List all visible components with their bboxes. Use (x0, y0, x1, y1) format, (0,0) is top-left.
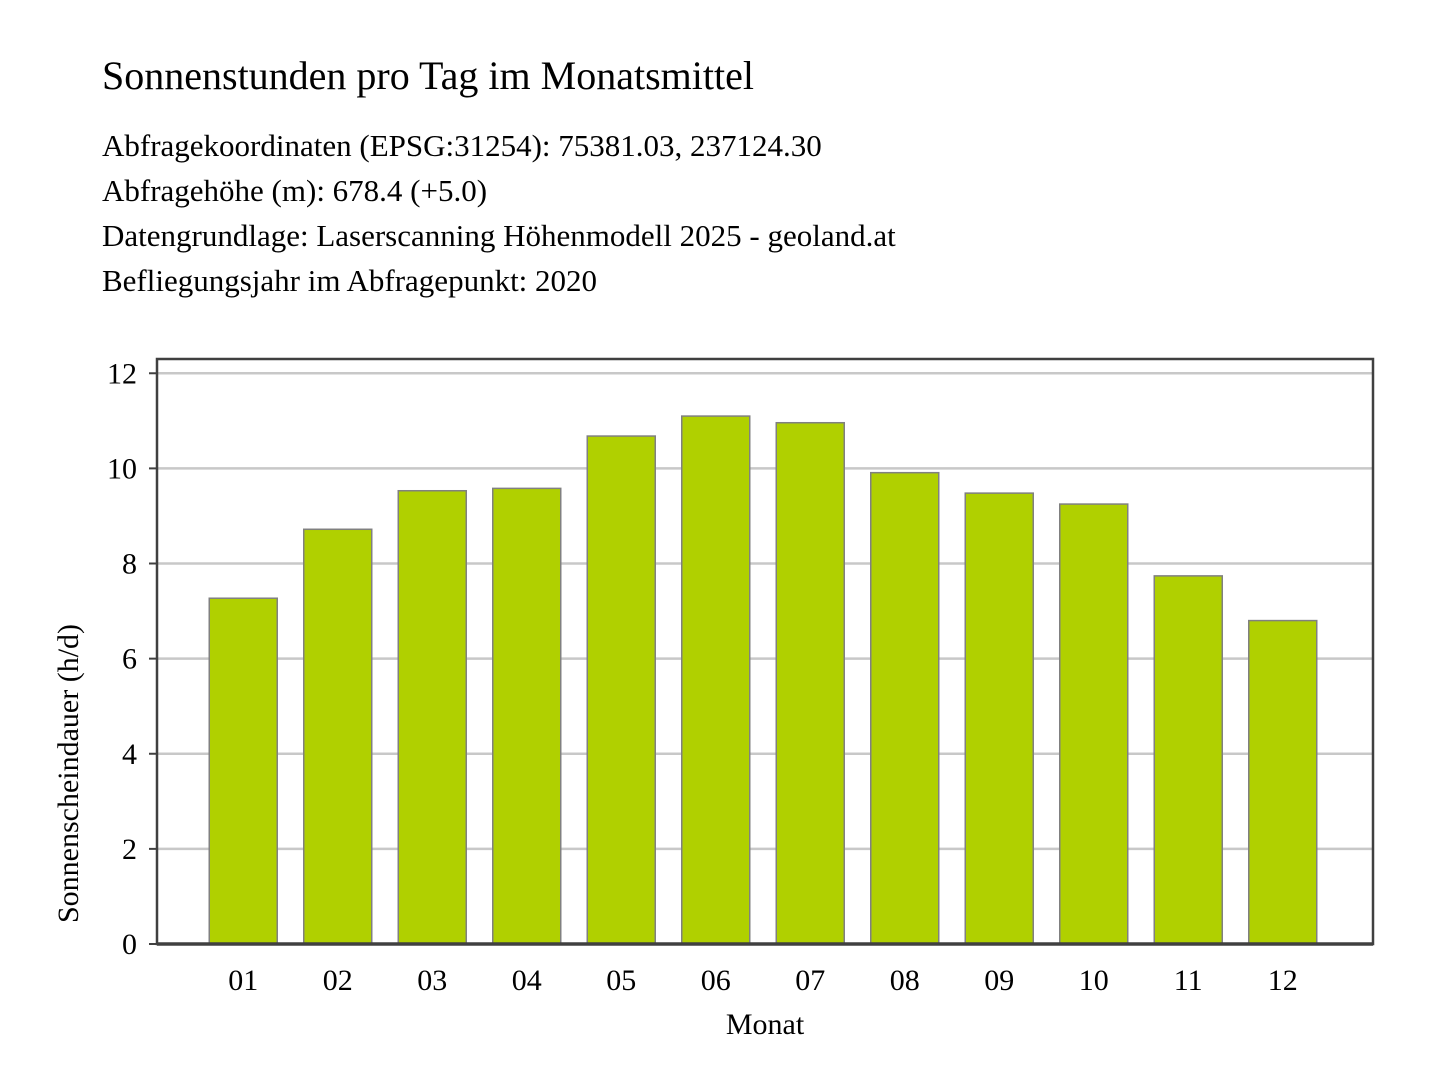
bar-04 (492, 487, 562, 945)
bar-09 (964, 492, 1034, 945)
x-tick-label: 04 (512, 964, 542, 997)
bar-02 (303, 528, 373, 945)
x-tick-label: 02 (323, 964, 353, 997)
y-tick-label: 10 (107, 452, 137, 485)
y-tick-label: 4 (122, 738, 137, 771)
bar-07 (775, 421, 845, 945)
bar-08 (870, 471, 940, 945)
info-query-coordinates: Abfragekoordinaten (EPSG:31254): 75381.0… (102, 128, 822, 163)
bar-12 (1248, 619, 1318, 945)
bars (208, 415, 1318, 945)
x-tick-label: 03 (417, 964, 447, 997)
chart-title: Sonnenstunden pro Tag im Monatsmittel (102, 53, 754, 98)
bar-05 (586, 435, 656, 945)
y-tick-label: 2 (122, 833, 137, 866)
bar-11 (1153, 575, 1223, 945)
x-tick-label: 05 (606, 964, 636, 997)
x-axis-ticks: 01 02 03 04 05 06 07 08 09 10 11 12 (228, 964, 1298, 997)
info-flight-year: Befliegungsjahr im Abfragepunkt: 2020 (102, 263, 598, 298)
bar-01 (208, 597, 278, 945)
y-axis-ticks: 0 2 4 6 8 10 12 (107, 357, 157, 961)
x-tick-label: 08 (890, 964, 920, 997)
y-tick-label: 8 (122, 548, 137, 581)
y-tick-label: 12 (107, 357, 137, 390)
bar-03 (397, 489, 467, 945)
plot-frame (155, 357, 1375, 946)
x-tick-label: 10 (1079, 964, 1109, 997)
x-tick-label: 11 (1174, 964, 1203, 997)
x-tick-label: 09 (984, 964, 1014, 997)
x-tick-label: 06 (701, 964, 731, 997)
info-data-source: Datengrundlage: Laserscanning Höhenmodel… (102, 218, 896, 253)
y-tick-label: 6 (122, 643, 137, 676)
y-axis-label: Sonnenscheindauer (h/d) (52, 624, 85, 923)
x-tick-label: 12 (1268, 964, 1298, 997)
info-query-height: Abfragehöhe (m): 678.4 (+5.0) (102, 173, 488, 208)
bar-10 (1059, 503, 1129, 945)
x-axis-label: Monat (726, 1008, 805, 1041)
x-tick-label: 01 (228, 964, 258, 997)
bar-06 (681, 415, 751, 945)
y-tick-label: 0 (122, 928, 137, 961)
x-tick-label: 07 (795, 964, 825, 997)
